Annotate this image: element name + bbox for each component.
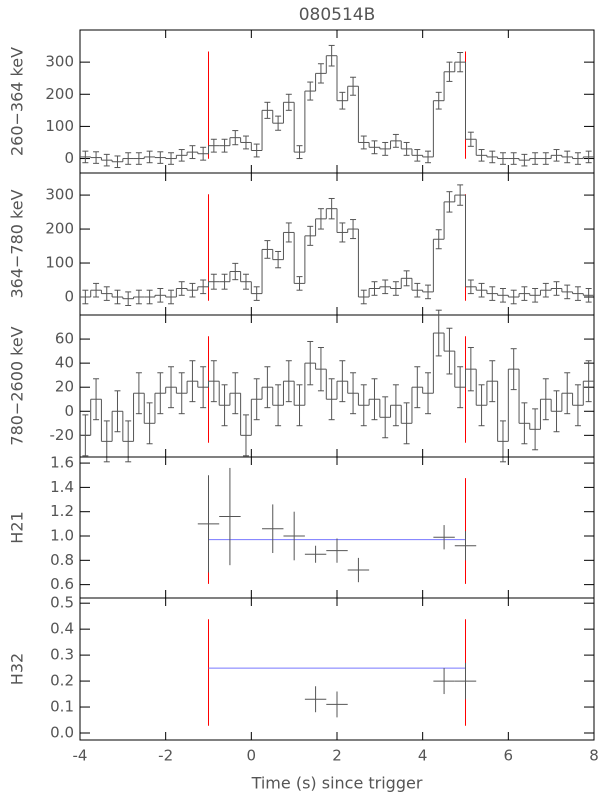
y-tick-label: 0.3 [50, 646, 74, 664]
panel-frame [79, 29, 595, 174]
x-axis-label: Time (s) since trigger [251, 774, 423, 793]
x-tick-label: -4 [73, 747, 88, 765]
y-tick-label: 200 [45, 85, 74, 103]
y-tick-label: 1.0 [50, 527, 74, 545]
chart-title: 080514B [299, 5, 376, 25]
y-tick-label: 1.4 [50, 478, 74, 496]
x-tick-label: 0 [247, 747, 257, 765]
x-tick-label: 6 [504, 747, 514, 765]
panel-frame [79, 456, 595, 599]
x-tick-label: 8 [589, 747, 599, 765]
y-tick-label: -20 [50, 426, 75, 444]
y-tick-label: 0 [64, 287, 74, 305]
y-axis-label: 364−780 keV [8, 189, 27, 298]
panel-frame [79, 597, 595, 741]
x-tick-label: 2 [332, 747, 342, 765]
y-tick-label: 200 [45, 220, 74, 238]
y-tick-label: 1.2 [50, 502, 74, 520]
y-tick-label: 60 [55, 330, 74, 348]
y-tick-label: 40 [55, 354, 74, 372]
y-axis-label: H32 [8, 653, 27, 685]
y-tick-label: 0.4 [50, 620, 74, 638]
y-axis-label: H21 [8, 511, 27, 543]
y-tick-label: 20 [55, 378, 74, 396]
y-tick-label: 0.0 [50, 723, 74, 741]
y-tick-label: 100 [45, 254, 74, 272]
y-tick-label: 300 [45, 53, 74, 71]
y-axis-label: 260−364 keV [8, 47, 27, 156]
y-tick-label: 100 [45, 117, 74, 135]
y-tick-label: 0 [64, 402, 74, 420]
panel-frame [79, 172, 595, 316]
y-tick-label: 0.5 [50, 594, 74, 612]
y-tick-label: 1.6 [50, 454, 74, 472]
y-tick-label: 0.6 [50, 575, 74, 593]
y-tick-label: 0.8 [50, 551, 74, 569]
x-tick-label: 4 [418, 747, 428, 765]
y-tick-label: 300 [45, 186, 74, 204]
y-tick-label: 0.1 [50, 698, 74, 716]
y-tick-label: 0.2 [50, 672, 74, 690]
y-tick-label: 0 [64, 149, 74, 167]
y-axis-label: 780−2600 keV [8, 326, 27, 445]
x-tick-label: -2 [158, 747, 173, 765]
